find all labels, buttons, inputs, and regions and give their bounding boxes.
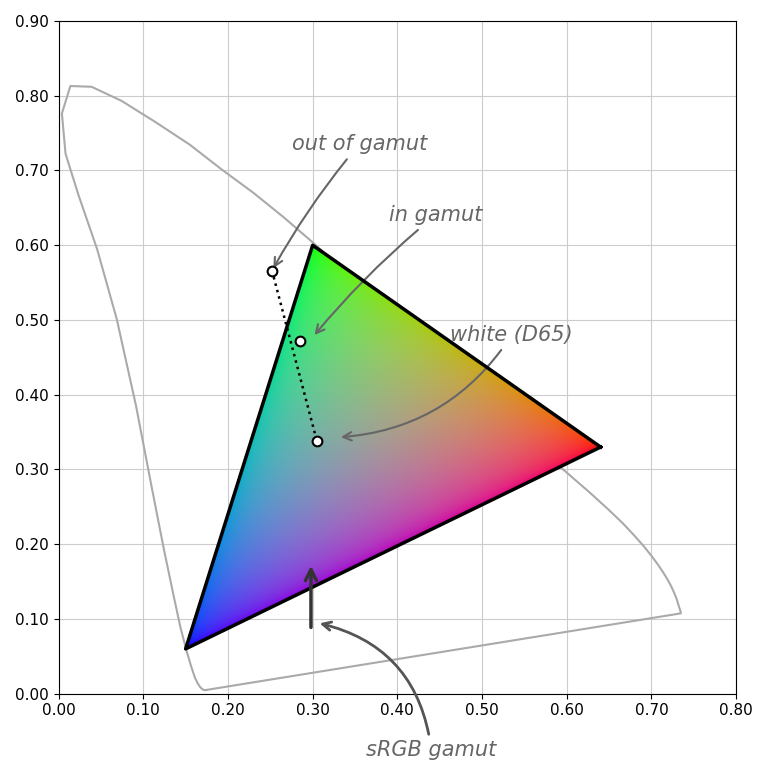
- Text: in gamut: in gamut: [316, 205, 482, 333]
- Text: out of gamut: out of gamut: [274, 134, 427, 266]
- Text: white (D65): white (D65): [343, 325, 573, 440]
- Text: sRGB gamut: sRGB gamut: [323, 622, 496, 760]
